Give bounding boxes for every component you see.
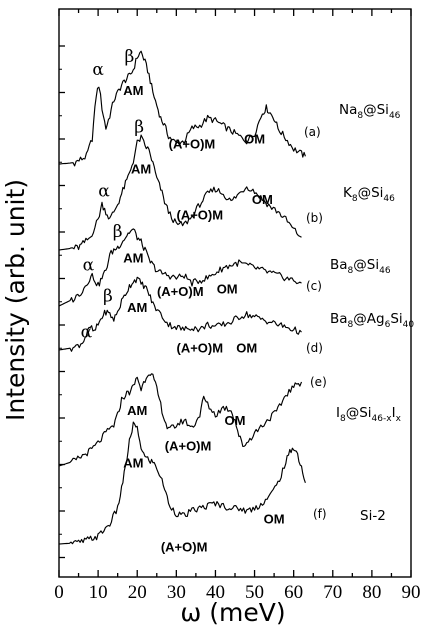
y-axis-label: Intensity (arb. unit) — [1, 179, 30, 421]
peak-label: OM — [225, 413, 246, 428]
peak-label: α — [92, 60, 104, 80]
compound-subscript: 8 — [340, 414, 346, 424]
compound-label: I8@Si46-xIx — [336, 405, 402, 424]
compound-subscript: 6 — [385, 320, 391, 330]
x-tick-label: 0 — [54, 582, 64, 603]
compound-subscript: x — [396, 414, 402, 424]
x-tick-label: 70 — [323, 582, 342, 603]
series-line-a — [58, 50, 306, 167]
x-axis-label: ω (meV) — [180, 598, 285, 627]
x-tick-label: 50 — [245, 582, 264, 603]
x-axis-tick-labels: 0 10 20 30 40 50 60 70 80 90 — [54, 582, 420, 603]
compound-text: I — [336, 405, 340, 421]
panel-label: (f) — [313, 507, 327, 521]
peak-label: α — [83, 255, 95, 275]
compound-label: Ba8@Si46 — [330, 257, 391, 276]
y-axis-ticks — [59, 45, 65, 559]
compound-label: Na8@Si46 — [339, 102, 401, 121]
peak-label: β — [113, 222, 123, 242]
compound-subscript: 40 — [403, 320, 415, 330]
x-tick-label: 20 — [128, 582, 147, 603]
peak-label: (A+O)M — [169, 137, 216, 152]
compound-subscript: 8 — [357, 111, 363, 121]
peak-label: α — [81, 322, 93, 342]
x-tick-label: 30 — [167, 582, 186, 603]
compound-text: I — [392, 405, 396, 421]
compound-text: K — [343, 185, 353, 201]
series-line-e — [58, 373, 303, 467]
panel-label: (d) — [306, 341, 323, 355]
compound-subscript: 46-x — [372, 414, 393, 424]
compound-text: @Si — [346, 405, 372, 421]
compound-text: Ba — [330, 311, 348, 327]
peak-label: β — [103, 287, 113, 307]
peak-label: (A+O)M — [165, 439, 212, 454]
panel-label: (b) — [306, 211, 323, 225]
compound-subscript: 46 — [379, 266, 391, 276]
spectra — [58, 50, 306, 545]
compound-text: @Si — [353, 257, 379, 273]
compound-subscript: 46 — [383, 194, 395, 204]
peak-label: OM — [236, 341, 257, 356]
x-axis-ticks — [58, 9, 412, 577]
peak-label: AM — [127, 300, 147, 315]
compound-text: Na — [339, 102, 357, 118]
compound-subscript: 8 — [352, 194, 358, 204]
compound-label: K8@Si46 — [343, 185, 395, 204]
series-line-f — [58, 421, 306, 545]
compound-text: Si — [390, 311, 402, 327]
compound-subscript: 46 — [389, 111, 401, 121]
peak-label: β — [134, 118, 144, 138]
panel-labels: (a) (b) (c) (d) (e) (f) — [304, 125, 327, 521]
peak-label: AM — [131, 162, 151, 177]
compound-text: Si-2 — [360, 508, 386, 524]
peak-label: OM — [217, 281, 238, 296]
peak-label: α — [98, 181, 110, 201]
peak-label: (A+O)M — [177, 207, 224, 222]
peak-label: OM — [244, 132, 265, 147]
compound-labels: Na8@Si46K8@Si46Ba8@Si46Ba8@Ag6Si40I8@Si4… — [330, 102, 414, 524]
compound-text: @Ag — [353, 311, 384, 327]
compound-subscript: 8 — [348, 320, 354, 330]
x-tick-label: 90 — [402, 582, 421, 603]
peak-label: AM — [127, 403, 147, 418]
x-tick-label: 80 — [362, 582, 381, 603]
compound-label: Si-2 — [360, 508, 386, 524]
peak-label: β — [124, 47, 134, 67]
panel-label: (a) — [304, 125, 321, 139]
compound-label: Ba8@Ag6Si40 — [330, 311, 414, 330]
compound-text: Ba — [330, 257, 348, 273]
peak-label: OM — [252, 192, 273, 207]
peak-label: AM — [123, 456, 143, 471]
series-line-b — [58, 134, 302, 251]
peak-label: (A+O)M — [177, 341, 224, 356]
peak-label: AM — [123, 83, 143, 98]
peak-label: AM — [123, 251, 143, 266]
panel-label: (c) — [306, 279, 322, 293]
x-tick-label: 10 — [89, 582, 108, 603]
panel-label: (e) — [310, 375, 327, 389]
peak-label: OM — [264, 512, 285, 527]
compound-text: @Si — [358, 185, 384, 201]
peak-label: (A+O)M — [157, 284, 204, 299]
series-line-c — [58, 228, 302, 307]
x-tick-label: 40 — [206, 582, 225, 603]
compound-text: @Si — [363, 102, 389, 118]
x-tick-label: 60 — [284, 582, 303, 603]
series-line-d — [58, 276, 302, 352]
compound-subscript: 8 — [348, 266, 354, 276]
peak-label: (A+O)M — [161, 540, 208, 555]
